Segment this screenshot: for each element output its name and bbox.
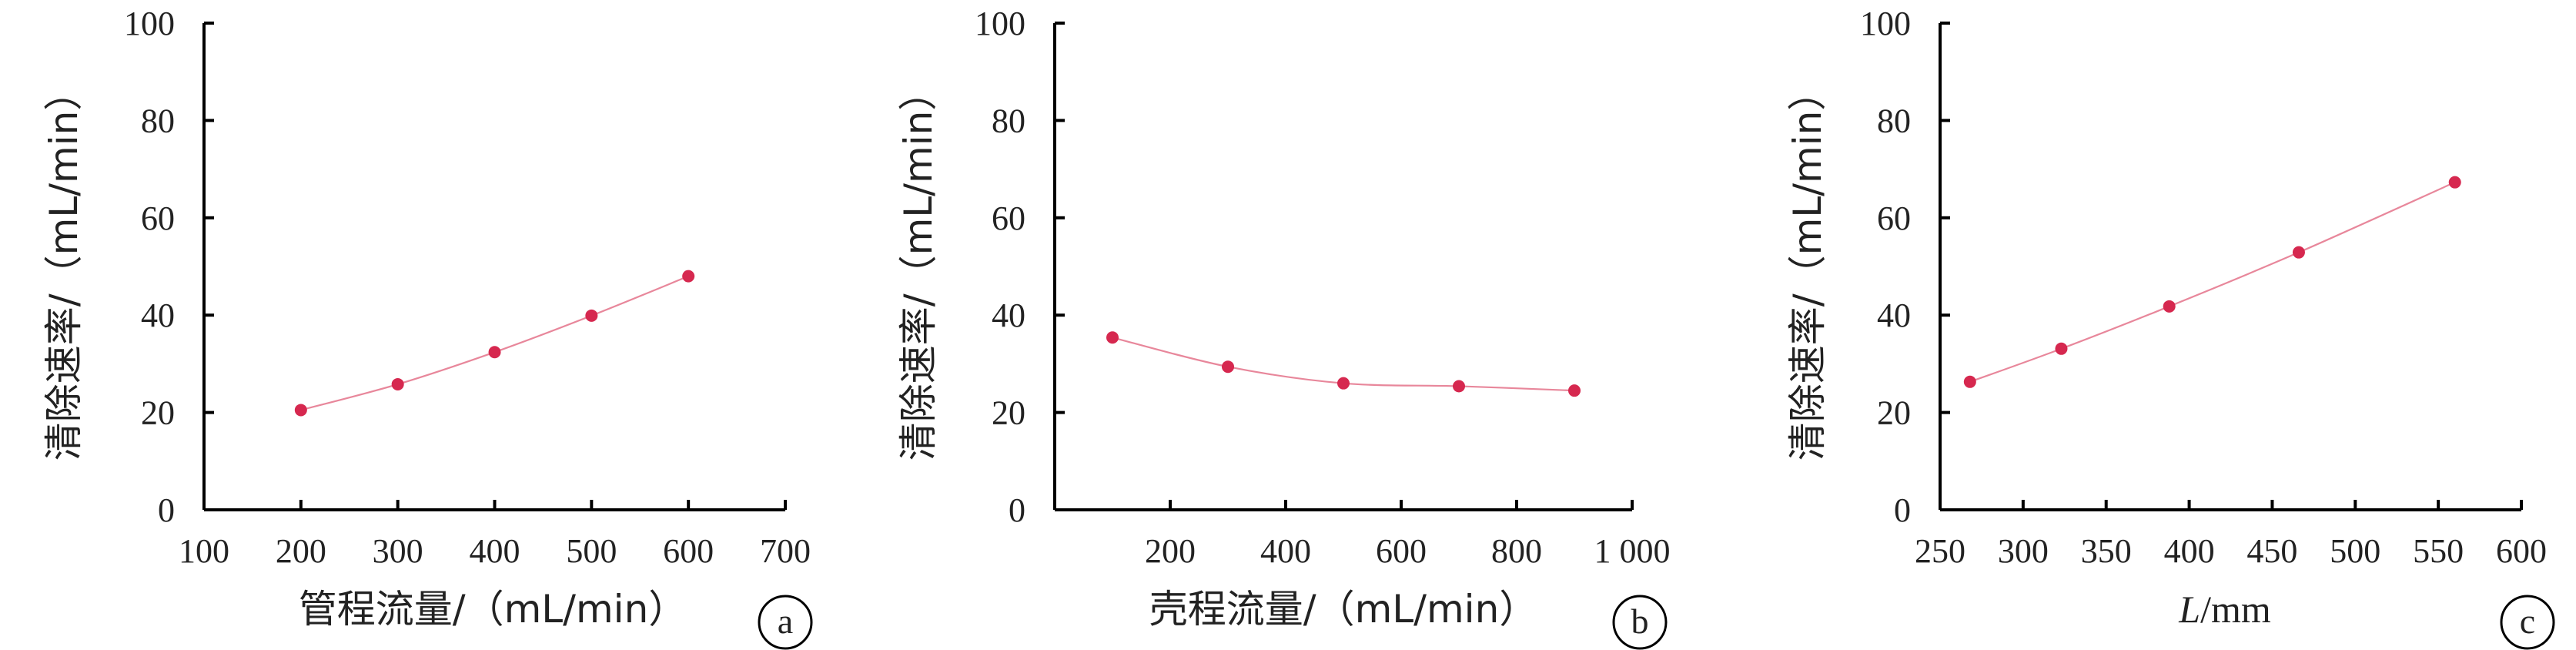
y-tick-label: 0 <box>1894 491 1911 529</box>
y-tick-label: 80 <box>141 102 175 139</box>
data-point <box>2055 342 2068 355</box>
x-tick-label: 450 <box>2246 532 2297 570</box>
x-tick-label: 400 <box>470 532 520 570</box>
x-tick-label: 700 <box>760 532 811 570</box>
data-point <box>2163 300 2176 313</box>
y-tick-label: 80 <box>1877 102 1911 139</box>
y-tick-label: 40 <box>1877 297 1911 334</box>
y-tick-label: 60 <box>992 199 1025 237</box>
x-axis-unit: /mm <box>2200 588 2271 631</box>
data-point <box>1222 360 1234 374</box>
x-axis-variable: L <box>2178 588 2200 631</box>
x-tick-label: 1 000 <box>1594 532 1671 570</box>
x-tick-label: 800 <box>1491 532 1542 570</box>
x-tick-label: 400 <box>1260 532 1311 570</box>
y-tick-label: 0 <box>1009 491 1025 529</box>
y-tick-label: 40 <box>141 297 175 334</box>
y-tick-label: 20 <box>1877 394 1911 432</box>
x-tick-label: 250 <box>1915 532 1965 570</box>
data-point <box>1963 375 1976 388</box>
y-tick-label: 100 <box>124 5 175 42</box>
x-tick-label: 200 <box>276 532 326 570</box>
data-point <box>2448 176 2461 189</box>
data-point <box>488 346 501 359</box>
y-tick-label: 20 <box>141 394 175 432</box>
panel-badge-circle <box>2500 595 2555 650</box>
x-tick-label: 600 <box>2496 532 2547 570</box>
chart-panel-b: 0 20 40 60 80 100 200 400 600 800 1 000 清除速率/（mL/mi… <box>896 5 1671 650</box>
data-point <box>1106 331 1119 344</box>
x-tick-label: 500 <box>566 532 617 570</box>
x-tick-label: 550 <box>2413 532 2464 570</box>
series-line <box>1969 181 2456 383</box>
panel-badge-circle <box>1612 595 1668 650</box>
panel-badge-label: a <box>778 601 793 641</box>
y-tick-label: 20 <box>992 394 1025 432</box>
y-tick-label: 80 <box>992 102 1025 139</box>
series-line <box>300 275 689 411</box>
panel-badge-label: b <box>1631 601 1649 641</box>
data-point <box>682 270 695 283</box>
y-tick-label: 40 <box>992 297 1025 334</box>
x-axis-title: 管程流量/（mL/min） <box>299 587 687 632</box>
x-tick-label: 600 <box>663 532 714 570</box>
data-point <box>1337 377 1350 390</box>
y-axis-title: 清除速率/（mL/min） <box>1785 72 1830 461</box>
data-point <box>294 404 307 417</box>
y-tick-label: 60 <box>141 199 175 237</box>
panel-badge-circle <box>758 595 813 650</box>
y-axis-title: 清除速率/（mL/min） <box>896 72 941 461</box>
x-tick-label: 500 <box>2330 532 2380 570</box>
data-point <box>1453 380 1465 393</box>
data-point <box>1568 384 1581 397</box>
panel-badge-label: c <box>2520 601 2535 641</box>
chart-panel-c: 0 20 40 60 80 100 250 300 350 400 450 500 550 600 清除速率… <box>1785 5 2555 650</box>
y-tick-label: 100 <box>1860 5 1911 42</box>
chart-panel-a: 0 20 40 60 80 100 100 200 300 400 500 600 700 清除速率/（m… <box>42 5 813 650</box>
x-tick-label: 100 <box>179 532 229 570</box>
y-tick-label: 100 <box>975 5 1025 42</box>
x-tick-label: 600 <box>1376 532 1427 570</box>
x-tick-label: 400 <box>2164 532 2215 570</box>
x-axis-title: L/mm <box>2178 588 2271 631</box>
data-point <box>585 309 598 322</box>
data-point <box>2292 246 2305 259</box>
y-tick-label: 60 <box>1877 199 1911 237</box>
data-point <box>391 377 404 390</box>
x-tick-label: 300 <box>373 532 423 570</box>
y-tick-label: 0 <box>158 491 175 529</box>
x-axis-title: 壳程流量/（mL/min） <box>1149 587 1538 632</box>
y-axis-title: 清除速率/（mL/min） <box>42 72 86 461</box>
x-tick-label: 300 <box>1998 532 2049 570</box>
x-tick-label: 350 <box>2081 532 2132 570</box>
x-tick-label: 200 <box>1145 532 1196 570</box>
